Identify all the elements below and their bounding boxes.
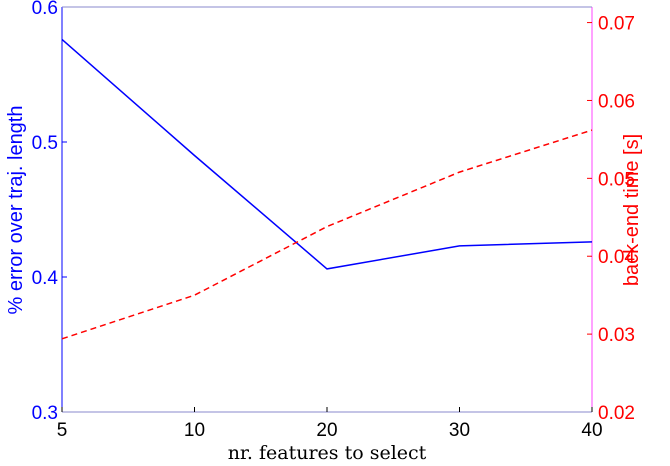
series-layer — [61, 38, 593, 340]
x-tick-label: 10 — [184, 420, 205, 441]
left-tick-label: 0.4 — [32, 268, 59, 289]
right-y-axis: 0.02 0.03 0.04 0.05 0.06 0.07 — [587, 7, 635, 424]
x-tick-label: 20 — [316, 420, 337, 441]
series-line-time — [61, 129, 593, 340]
right-tick-label: 0.06 — [598, 91, 635, 112]
right-tick-label: 0.03 — [598, 325, 635, 346]
left-y-axis-label: % error over traj. length — [5, 106, 27, 315]
right-tick-label: 0.05 — [598, 169, 635, 190]
left-tick-label: 0.6 — [32, 0, 58, 19]
series-line-error — [61, 38, 593, 270]
right-y-axis-label: back-end time [s] — [621, 134, 643, 286]
left-tick-label: 0.5 — [32, 133, 58, 154]
right-tick-label: 0.04 — [598, 247, 635, 268]
x-tick-label: 40 — [581, 420, 602, 441]
x-axis-label: nr. features to select — [228, 442, 427, 464]
x-tick-label: 5 — [57, 420, 68, 441]
plot-area — [62, 7, 592, 412]
x-tick-label: 30 — [449, 420, 470, 441]
left-y-axis: 0.3 0.4 0.5 0.6 — [32, 0, 67, 424]
right-tick-label: 0.02 — [598, 403, 635, 424]
right-tick-label: 0.07 — [598, 14, 635, 35]
x-axis: 5 10 20 30 40 — [57, 6, 603, 441]
left-tick-label: 0.3 — [32, 403, 58, 424]
